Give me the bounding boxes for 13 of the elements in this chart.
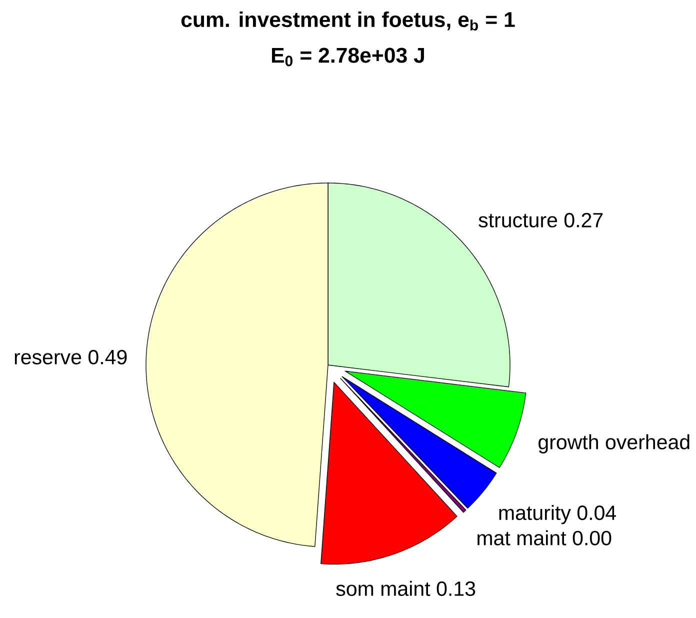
slice-label: reserve (14, 353, 82, 364)
slice-label: som maint (336, 580, 430, 596)
data-label: 0.04 (577, 506, 616, 520)
data-label: 0.27 (564, 212, 603, 228)
data-label: 0.49 (88, 350, 127, 364)
data-label: 0.13 (436, 581, 476, 596)
slice-label: mat maint (478, 530, 566, 546)
chart-title: cum. investment in foetus, e$_{b}$ = 1 (181, 11, 515, 31)
slice-label: maturity (499, 505, 571, 524)
data-label: 0.00 (572, 530, 612, 546)
chart-subtitle: E$_{0}$ = 2.78e+03 J (272, 48, 424, 66)
slice-label: growth overhead (538, 434, 690, 454)
slice-label: structure (478, 214, 558, 228)
